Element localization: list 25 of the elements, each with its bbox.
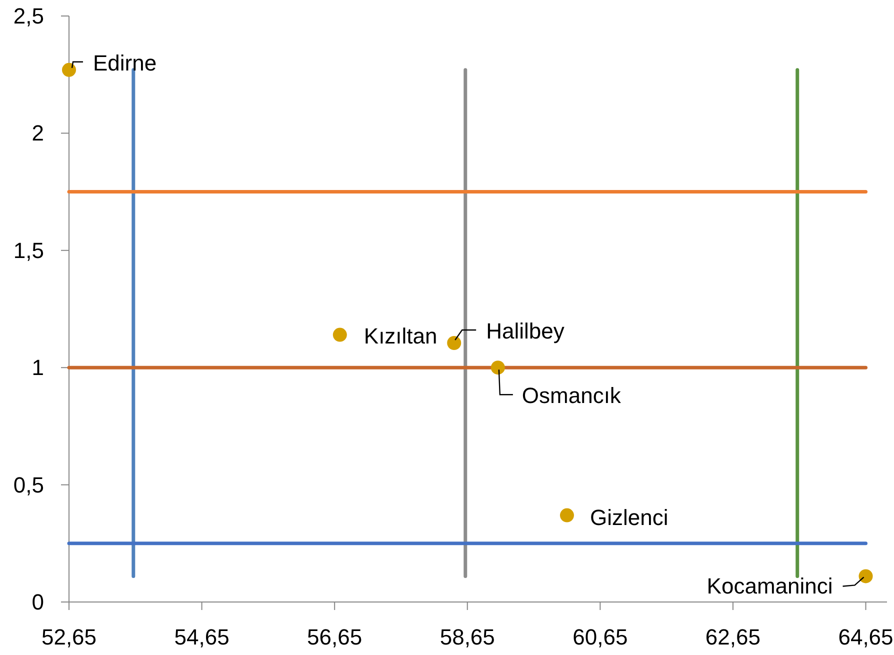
x-tick-label: 64,65 [838, 624, 894, 650]
x-tick-label: 52,65 [41, 624, 97, 650]
point [858, 569, 873, 584]
x-tick-label: 54,65 [174, 624, 230, 650]
data-label: Osmancık [522, 383, 622, 408]
y-tick-label: 0 [32, 590, 44, 614]
data-label: Gizlenci [590, 504, 668, 530]
y-tick-label: 1 [32, 355, 44, 380]
x-tick-label: 56,65 [307, 624, 362, 650]
y-tick-label: 1,5 [13, 238, 44, 263]
point [332, 328, 347, 342]
y-tick-label: 2 [32, 120, 44, 146]
point [490, 360, 505, 375]
x-tick-label: 58,65 [440, 624, 495, 650]
x-tick-label: 60,65 [572, 624, 628, 650]
data-label: Kocamaninci [706, 574, 833, 599]
point [62, 62, 76, 77]
point [560, 508, 574, 522]
data-label: Edirne [93, 50, 157, 76]
y-tick-label: 0,5 [13, 472, 44, 498]
y-tick-label: 2,5 [13, 4, 44, 28]
point [447, 336, 462, 350]
data-label: Kızıltan [364, 323, 438, 348]
x-tick-label: 62,65 [705, 624, 760, 650]
data-label: Halilbey [486, 318, 564, 344]
